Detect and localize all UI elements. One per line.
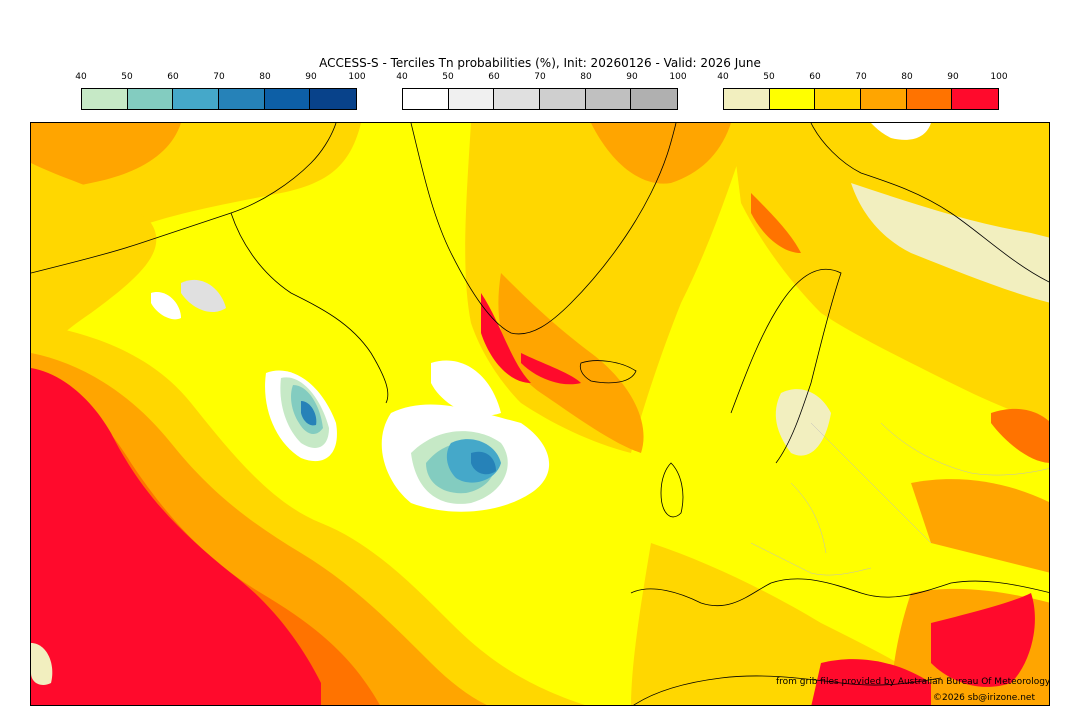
legend-color-swatch xyxy=(861,89,907,109)
legend-tick-label: 100 xyxy=(669,72,687,82)
pale-spot-south-west xyxy=(31,643,53,685)
legend-color-swatch xyxy=(310,89,357,109)
legend-color-swatch xyxy=(127,89,174,109)
near-normal-spot-labrador-2 xyxy=(151,292,181,320)
legend-tick-label: 60 xyxy=(167,72,179,82)
coastline-iceland xyxy=(579,360,637,384)
map-title: ACCESS-S - Terciles Tn probabilities (%)… xyxy=(319,56,761,70)
coastline-europe-south xyxy=(630,578,1049,607)
legend-tick-label: 40 xyxy=(717,72,729,82)
dark-orange-spot-caspian xyxy=(991,408,1049,463)
legend-ticks: 40 50 60 70 80 90 100 xyxy=(75,72,365,86)
coastline-north-africa xyxy=(633,675,942,705)
gold-region-barents xyxy=(731,123,1049,423)
legend-color-swatch xyxy=(403,89,449,109)
pale-region-russia-north xyxy=(851,183,1049,303)
coastline-labrador xyxy=(230,212,389,404)
below-normal-core-atlantic xyxy=(471,451,496,475)
legend-color-bar xyxy=(723,88,999,110)
orange-region-black-sea xyxy=(911,479,1049,573)
legend-color-swatch xyxy=(952,89,999,109)
border-line-1 xyxy=(810,422,932,544)
coastline-russia-arctic xyxy=(810,123,1049,283)
red-region-middle-east xyxy=(931,593,1035,687)
legend-tick-label: 100 xyxy=(348,72,366,82)
legend-tick-label: 90 xyxy=(305,72,317,82)
orange-region-arctic xyxy=(591,123,731,184)
legend-color-swatch xyxy=(769,89,816,109)
near-normal-region-north-atlantic-upper xyxy=(431,360,501,416)
legend-tick-label: 50 xyxy=(442,72,454,82)
red-spot-greenland xyxy=(481,293,531,383)
legend-tick-label: 60 xyxy=(488,72,500,82)
legend-tick-label: 70 xyxy=(855,72,867,82)
legend-tick-label: 100 xyxy=(990,72,1008,82)
legend-tick-label: 70 xyxy=(534,72,546,82)
legend-tick-label: 40 xyxy=(396,72,408,82)
gold-region-labrador xyxy=(31,163,157,363)
probability-map xyxy=(30,122,1050,706)
coastline-scandinavia xyxy=(730,268,842,464)
legend-tick-label: 90 xyxy=(626,72,638,82)
legend-color-swatch xyxy=(631,89,678,109)
red-region-atlantic xyxy=(31,368,321,705)
orange-region-iceland-sea xyxy=(498,273,644,453)
legend-tick-label: 60 xyxy=(809,72,821,82)
legend-tick-label: 40 xyxy=(75,72,87,82)
near-normal-spot-labrador xyxy=(181,279,226,313)
legend-near-normal: 40 50 60 70 80 90 100 xyxy=(396,72,687,114)
legend-tick-label: 80 xyxy=(259,72,271,82)
country-borders xyxy=(750,422,1049,576)
border-line-3 xyxy=(790,482,827,554)
legend-tick-label: 80 xyxy=(901,72,913,82)
copyright-credit: ©2026 sb@irizone.net xyxy=(933,693,1035,703)
red-spot-iceland xyxy=(521,353,581,385)
legend-color-swatch xyxy=(815,89,862,109)
legend-color-bar xyxy=(402,88,678,110)
coastline-british-isles xyxy=(660,462,684,518)
legend-below-normal: 40 50 60 70 80 90 100 xyxy=(75,72,366,114)
legend-color-swatch xyxy=(540,89,586,109)
legend-tick-label: 50 xyxy=(763,72,775,82)
border-line-2 xyxy=(750,542,872,576)
legend-color-swatch xyxy=(448,89,495,109)
legend-above-normal: 40 50 60 70 80 90 100 xyxy=(717,72,1008,114)
legend-color-bar xyxy=(81,88,357,110)
legend-tick-label: 80 xyxy=(580,72,592,82)
coastlines xyxy=(31,123,1049,705)
map-canvas xyxy=(31,123,1049,705)
legend-color-swatch xyxy=(82,89,128,109)
legend-tick-label: 70 xyxy=(213,72,225,82)
below-normal-core-west-atlantic xyxy=(301,401,317,426)
coastline-greenland xyxy=(410,123,677,335)
red-region-north-africa xyxy=(811,659,931,705)
legend-color-swatch xyxy=(264,89,311,109)
legend-color-swatch xyxy=(494,89,541,109)
legend-ticks: 40 50 60 70 80 90 100 xyxy=(717,72,1007,86)
legend-color-swatch xyxy=(219,89,265,109)
legend-color-swatch xyxy=(906,89,953,109)
legend-color-swatch xyxy=(724,89,770,109)
legend-tick-label: 90 xyxy=(947,72,959,82)
coastline-north-america xyxy=(31,123,337,274)
near-normal-spot-arctic xyxy=(871,123,931,140)
border-line-4 xyxy=(880,422,1049,476)
legend-ticks: 40 50 60 70 80 90 100 xyxy=(396,72,686,86)
dark-orange-spot-norway-sea xyxy=(751,193,801,253)
legend-color-swatch xyxy=(585,89,632,109)
legend-tick-label: 50 xyxy=(121,72,133,82)
legend-color-swatch xyxy=(173,89,220,109)
source-credit: from grib files provided by Australian B… xyxy=(776,677,1051,687)
